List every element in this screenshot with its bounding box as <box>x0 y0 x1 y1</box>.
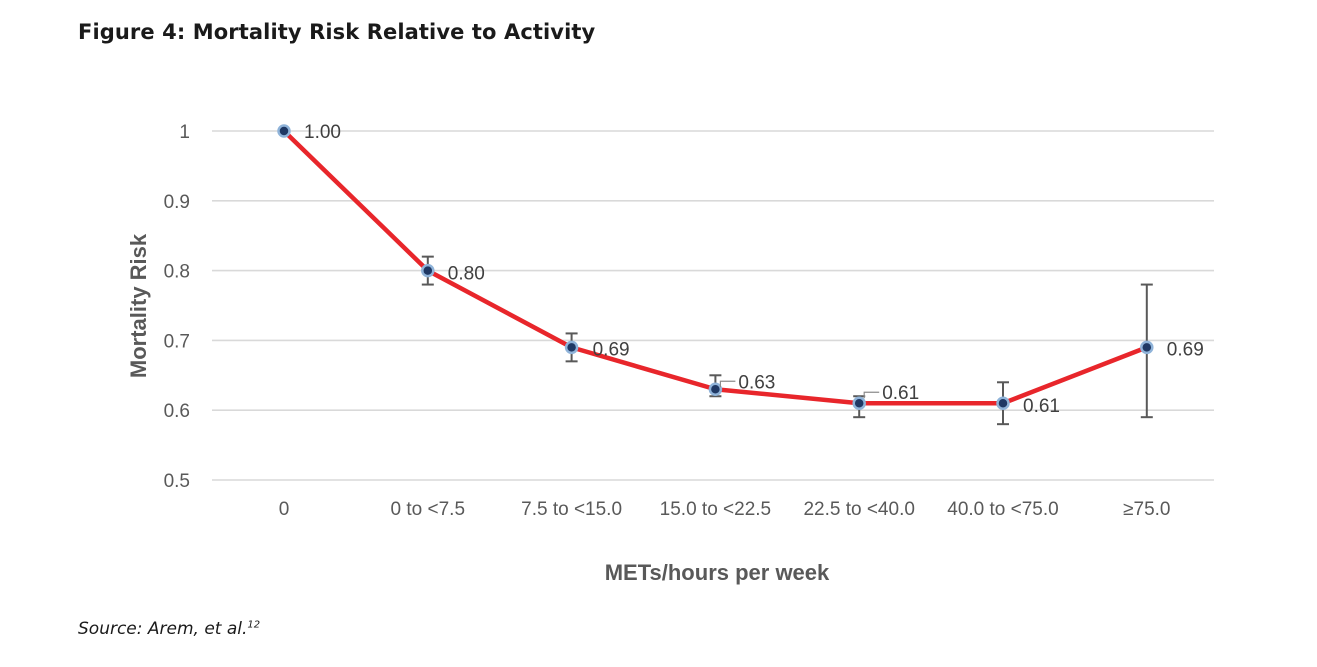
data-point <box>852 396 866 410</box>
data-label: 0.63 <box>738 372 775 393</box>
data-label: 0.61 <box>882 383 919 404</box>
source-reference: 12 <box>247 619 261 631</box>
gridlines <box>212 130 1214 481</box>
data-point <box>996 396 1010 410</box>
data-point <box>564 340 579 355</box>
x-tick-label: 15.0 to <22.5 <box>660 499 771 520</box>
x-tick-label: 0 <box>279 499 290 520</box>
data-labels: 1.00 0.80 0.69 0.63 0.61 0.61 0.69 <box>304 122 1204 417</box>
x-tick-label: 22.5 to <40.0 <box>803 499 914 520</box>
x-tick-label: 0 to <7.5 <box>391 499 465 520</box>
figure-title: Figure 4: Mortality Risk Relative to Act… <box>78 20 596 44</box>
data-label: 1.00 <box>304 122 341 143</box>
leader-line <box>863 391 880 399</box>
y-tick-label: 0.6 <box>164 401 190 422</box>
data-point <box>1140 340 1154 355</box>
y-tick-label: 0.9 <box>164 192 190 213</box>
leader-line <box>719 380 736 388</box>
y-tick-label: 0.5 <box>164 471 190 492</box>
y-tick-label: 1 <box>179 122 190 143</box>
x-axis-title: METs/hours per week <box>605 560 830 585</box>
data-label: 0.61 <box>1023 396 1060 417</box>
x-tick-label: 7.5 to <15.0 <box>521 499 622 520</box>
data-label: 0.69 <box>1167 339 1204 360</box>
series-line <box>281 128 1150 406</box>
label-leader-lines <box>719 380 880 399</box>
y-axis-title: Mortality Risk <box>126 233 151 378</box>
source-text: Source: Arem, et al. <box>78 619 248 639</box>
data-markers <box>277 124 1154 410</box>
x-axis-ticks: 0 0 to <7.5 7.5 to <15.0 15.0 to <22.5 22.5 … <box>279 499 1171 520</box>
y-axis-ticks: 0.5 0.6 0.7 0.8 0.9 1 <box>164 122 190 492</box>
source-note: Source: Arem, et al.12 <box>78 619 260 639</box>
data-label: 0.69 <box>593 339 630 360</box>
x-tick-label: ≥75.0 <box>1123 499 1170 520</box>
data-label: 0.80 <box>448 264 485 285</box>
data-point <box>277 124 291 138</box>
data-point <box>708 382 723 397</box>
data-point <box>421 263 435 278</box>
x-tick-label: 40.0 to <75.0 <box>947 499 1058 520</box>
y-tick-label: 0.8 <box>164 262 190 283</box>
y-tick-label: 0.7 <box>164 331 190 352</box>
